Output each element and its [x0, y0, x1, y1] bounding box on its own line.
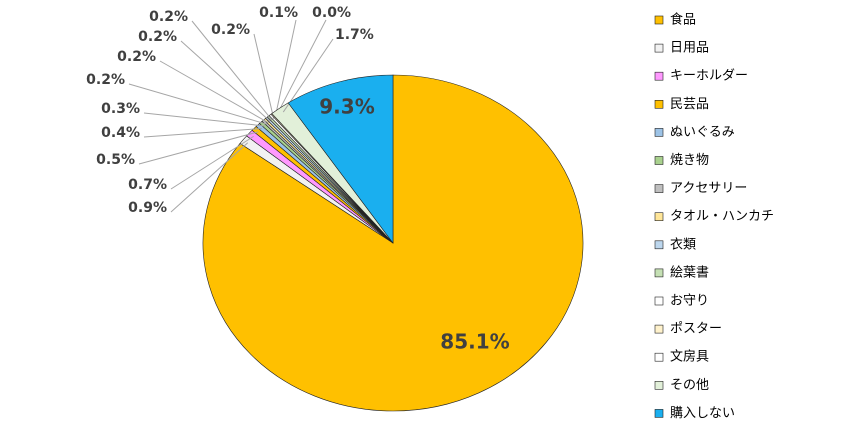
legend-label: 食品	[670, 12, 696, 28]
leader-line	[170, 135, 254, 190]
leader-line	[191, 20, 273, 121]
leader-line	[159, 60, 269, 124]
legend-swatch	[654, 324, 664, 334]
data-label: 0.7%	[128, 177, 167, 193]
data-label: 0.2%	[149, 9, 188, 25]
pie-slice	[287, 74, 394, 244]
legend-swatch	[654, 352, 664, 362]
legend-swatch	[654, 268, 664, 278]
legend-swatch	[654, 15, 664, 25]
legend-swatch	[654, 128, 664, 137]
data-label: 0.4%	[101, 125, 140, 141]
legend-label: 文房具	[670, 349, 709, 365]
data-label: 85.1%	[440, 330, 509, 354]
data-label: 0.2%	[138, 29, 177, 45]
leader-line	[253, 33, 275, 119]
legend-label: 購入しない	[670, 406, 735, 421]
data-label: 0.1%	[259, 5, 298, 21]
legend-label: 衣類	[670, 236, 696, 252]
legend-label: キーホルダー	[670, 69, 748, 84]
data-label: 0.2%	[86, 72, 125, 88]
leader-line	[128, 83, 267, 125]
data-label: 0.0%	[312, 5, 351, 21]
leader-line	[143, 127, 262, 138]
legend-swatch	[654, 380, 664, 390]
legend-label: 日用品	[670, 41, 709, 56]
legend-label: 絵葉書	[670, 265, 709, 280]
data-label: 0.9%	[128, 200, 167, 216]
legend-swatch	[654, 240, 664, 250]
leader-line	[180, 40, 271, 122]
legend-label: タオル・ハンカチ	[670, 209, 774, 224]
leader-line	[138, 131, 259, 165]
data-label: 1.7%	[335, 27, 374, 43]
legend-label: 焼き物	[670, 153, 709, 168]
legend-label: ポスター	[670, 322, 722, 337]
data-label: 0.2%	[211, 22, 250, 38]
data-label: 0.3%	[101, 101, 140, 117]
leader-line	[282, 38, 334, 113]
leader-line	[143, 112, 265, 127]
leader-line	[170, 142, 249, 213]
leader-line	[275, 19, 327, 118]
legend-swatch	[654, 71, 664, 81]
legend-label: アクセサリー	[670, 181, 747, 196]
legend-label: ぬいぐるみ	[670, 125, 735, 140]
legend-swatch	[654, 156, 664, 165]
legend-label: お守り	[670, 294, 709, 309]
legend-label: 民芸品	[670, 96, 709, 112]
legend-swatch	[654, 100, 664, 109]
legend-swatch	[654, 212, 664, 221]
legend-label: その他	[670, 378, 709, 393]
legend-swatch	[654, 409, 664, 418]
legend-swatch	[654, 184, 664, 193]
data-label: 0.5%	[96, 152, 135, 168]
legend-swatch	[654, 43, 664, 53]
leader-line	[274, 19, 297, 118]
data-label: 9.3%	[319, 95, 374, 119]
data-label: 0.2%	[117, 49, 156, 65]
legend-swatch	[654, 296, 664, 306]
